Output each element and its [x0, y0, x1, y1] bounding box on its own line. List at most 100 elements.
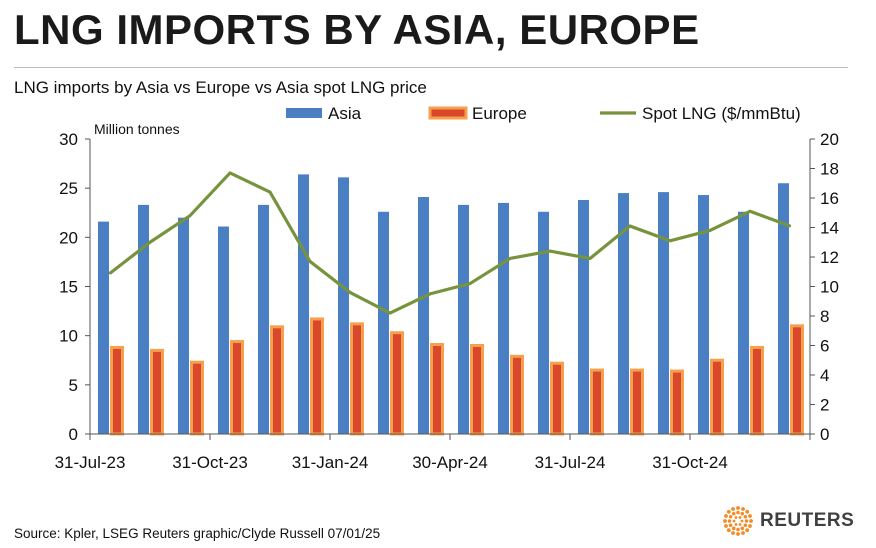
y-axis-label: Million tonnes [94, 121, 180, 137]
bar-europe [230, 340, 244, 436]
spot-point [268, 190, 272, 194]
legend-label: Spot LNG ($/mmBtu) [642, 104, 801, 123]
y2-tick-label: 10 [820, 278, 839, 297]
legend-item: Spot LNG ($/mmBtu) [600, 104, 801, 123]
headline-divider [14, 67, 848, 68]
spot-point [348, 291, 352, 294]
spot-point [108, 272, 112, 275]
bar-europe [430, 343, 444, 436]
bar-europe [310, 317, 324, 436]
y2-tick-label: 6 [820, 337, 829, 356]
y-tick-label: 25 [59, 179, 78, 198]
bar-europe [510, 354, 524, 436]
spot-point [628, 224, 632, 228]
y2-tick-label: 14 [820, 219, 839, 238]
legend-swatch-asia [286, 108, 322, 118]
y-tick-label: 20 [59, 228, 78, 247]
reuters-dot-logo-icon [723, 506, 753, 536]
bar-asia [338, 177, 349, 434]
bar-asia [698, 195, 709, 434]
spot-point [228, 171, 232, 175]
spot-line [109, 171, 791, 315]
bar-europe [670, 369, 684, 436]
bar-asia [298, 174, 309, 434]
y2-tick-label: 8 [820, 307, 829, 326]
bar-europe [590, 368, 604, 436]
y-tick-label: 0 [69, 425, 78, 444]
x-tick-label: 31-Oct-24 [652, 453, 728, 472]
spot-point [788, 224, 792, 228]
legend-label: Asia [328, 104, 362, 123]
y-tick-label: 15 [59, 278, 78, 297]
bar-europe [790, 324, 804, 436]
spot-line-layer [108, 171, 792, 315]
bars [98, 174, 804, 436]
bar-europe [270, 325, 284, 436]
headline: LNG IMPORTS BY ASIA, EUROPE [14, 6, 700, 53]
bar-asia [578, 199, 589, 434]
spot-point [708, 229, 712, 232]
bar-europe [550, 361, 564, 436]
logo-text: REUTERS [760, 510, 855, 531]
legend: Asia Europe Spot LNG ($/mmBtu) [286, 104, 801, 123]
bar-asia [778, 183, 789, 434]
bar-asia [658, 192, 669, 434]
bar-europe [350, 322, 364, 436]
x-tick-label: 31-Oct-23 [172, 453, 248, 472]
spot-point [748, 210, 752, 213]
bar-europe [630, 368, 644, 436]
legend-label: Europe [472, 104, 527, 123]
bar-asia [98, 221, 109, 434]
x-tick-label: 31-Jul-23 [55, 453, 126, 472]
bar-asia [138, 204, 149, 434]
bar-asia [458, 204, 469, 434]
y2-tick-label: 16 [820, 189, 839, 208]
y2-tick-label: 18 [820, 160, 839, 179]
y-tick-label: 10 [59, 327, 78, 346]
spot-point [428, 292, 432, 296]
bar-europe [750, 345, 764, 436]
y2-tick-label: 0 [820, 425, 829, 444]
bar-europe [470, 344, 484, 436]
spot-point [468, 282, 472, 285]
y-tick-label: 30 [59, 130, 78, 149]
spot-point [508, 257, 512, 260]
spot-point [668, 239, 672, 242]
bar-europe [390, 331, 404, 436]
y2-tick-label: 12 [820, 248, 839, 267]
spot-point [588, 257, 592, 260]
y2-tick-label: 4 [820, 366, 829, 385]
x-tick-label: 31-Jul-24 [535, 453, 606, 472]
bar-europe [110, 345, 124, 436]
spot-point [548, 249, 552, 253]
source-note: Source: Kpler, LSEG Reuters graphic/Clyd… [14, 526, 381, 541]
bar-asia [538, 211, 549, 434]
y2-tick-label: 20 [820, 130, 839, 149]
spot-point [388, 311, 392, 315]
spot-point [188, 214, 192, 217]
y-tick-label: 5 [69, 376, 78, 395]
legend-swatch-europe [428, 106, 468, 120]
bar-europe [150, 348, 164, 436]
bar-europe [190, 360, 204, 436]
bar-asia [258, 204, 269, 434]
reuters-logo: REUTERS [722, 505, 854, 537]
x-tick-label: 31-Jan-24 [292, 453, 369, 472]
axes: 0 5 10 15 20 25 30 0 2 4 6 8 10 12 14 16 18 20 31-Jul-23 31… [55, 130, 839, 472]
legend-item: Europe [428, 104, 527, 123]
bar-asia [618, 193, 629, 434]
spot-point [148, 241, 152, 244]
x-tick-label: 30-Apr-24 [412, 453, 488, 472]
bar-asia [738, 211, 749, 434]
bar-europe [710, 358, 724, 436]
bar-asia [178, 217, 189, 434]
chart-title: LNG imports by Asia vs Europe vs Asia sp… [14, 78, 427, 97]
y2-tick-label: 2 [820, 396, 829, 415]
legend-item: Asia [286, 104, 362, 123]
bar-asia [498, 202, 509, 434]
bar-asia [218, 226, 229, 434]
spot-point [308, 260, 312, 263]
bar-asia [418, 197, 429, 434]
bar-asia [378, 211, 389, 434]
